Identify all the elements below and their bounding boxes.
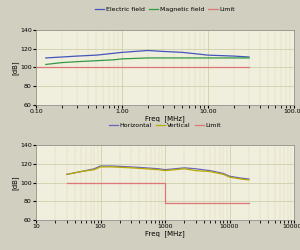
- Y-axis label: [dB]: [dB]: [12, 60, 19, 74]
- Horizontal: [79, 170, 83, 173]
- Horizontal: [163, 168, 167, 171]
- Vertical: [163, 169, 167, 172]
- Line: Vertical: Vertical: [67, 167, 249, 180]
- X-axis label: Freq  [MHz]: Freq [MHz]: [145, 230, 185, 237]
- Magnetic field: [112, 58, 116, 61]
- Line: Magnetic field: Magnetic field: [46, 58, 249, 64]
- Vertical: [110, 166, 114, 168]
- Y-axis label: [dB]: [dB]: [12, 176, 19, 190]
- Electric field: [44, 56, 48, 59]
- Vertical: [99, 166, 102, 168]
- Magnetic field: [198, 56, 202, 59]
- Horizontal: [221, 172, 225, 175]
- Magnetic field: [180, 56, 184, 59]
- Limit: [163, 181, 167, 184]
- Horizontal: [228, 175, 231, 178]
- Horizontal: [92, 167, 96, 170]
- Horizontal: [110, 164, 114, 168]
- Magnetic field: [206, 56, 210, 59]
- Magnetic field: [146, 56, 150, 59]
- Magnetic field: [94, 59, 98, 62]
- Vertical: [247, 178, 251, 182]
- Electric field: [198, 53, 202, 56]
- Limit: [247, 66, 251, 69]
- Electric field: [206, 54, 210, 57]
- Horizontal: [157, 167, 160, 170]
- Vertical: [239, 178, 243, 180]
- Magnetic field: [120, 57, 124, 60]
- Vertical: [79, 170, 83, 173]
- Electric field: [247, 56, 251, 58]
- Magnetic field: [75, 60, 79, 63]
- Electric field: [120, 51, 124, 54]
- Magnetic field: [161, 56, 165, 59]
- Magnetic field: [60, 61, 64, 64]
- Legend: Horizontal, Vertical, Limit: Horizontal, Vertical, Limit: [109, 122, 221, 128]
- Magnetic field: [247, 56, 251, 59]
- Legend: Electric field, Magnetic field, Limit: Electric field, Magnetic field, Limit: [95, 7, 235, 12]
- Electric field: [112, 52, 116, 55]
- Horizontal: [65, 173, 69, 176]
- Line: Limit: Limit: [67, 183, 249, 203]
- Horizontal: [183, 166, 186, 169]
- Vertical: [130, 166, 133, 169]
- Horizontal: [194, 167, 198, 170]
- Horizontal: [99, 164, 102, 168]
- Vertical: [157, 168, 160, 171]
- Electric field: [75, 54, 79, 58]
- Limit: [163, 202, 167, 205]
- X-axis label: Freq  [MHz]: Freq [MHz]: [145, 115, 185, 122]
- Vertical: [65, 173, 69, 176]
- Electric field: [146, 49, 150, 52]
- Vertical: [92, 168, 96, 171]
- Vertical: [228, 176, 231, 179]
- Magnetic field: [232, 56, 236, 59]
- Horizontal: [130, 166, 133, 168]
- Horizontal: [208, 169, 212, 172]
- Vertical: [144, 167, 147, 170]
- Magnetic field: [44, 63, 48, 66]
- Electric field: [94, 54, 98, 57]
- Vertical: [208, 170, 212, 173]
- Limit: [65, 181, 69, 184]
- Electric field: [60, 56, 64, 58]
- Line: Horizontal: Horizontal: [67, 166, 249, 179]
- Electric field: [161, 50, 165, 53]
- Horizontal: [239, 176, 243, 180]
- Horizontal: [247, 178, 251, 180]
- Limit: [247, 202, 251, 205]
- Horizontal: [144, 166, 147, 169]
- Electric field: [232, 54, 236, 58]
- Limit: [34, 66, 38, 69]
- Electric field: [180, 51, 184, 54]
- Line: Electric field: Electric field: [46, 50, 249, 58]
- Vertical: [194, 169, 198, 172]
- Vertical: [183, 167, 186, 170]
- Vertical: [221, 173, 225, 176]
